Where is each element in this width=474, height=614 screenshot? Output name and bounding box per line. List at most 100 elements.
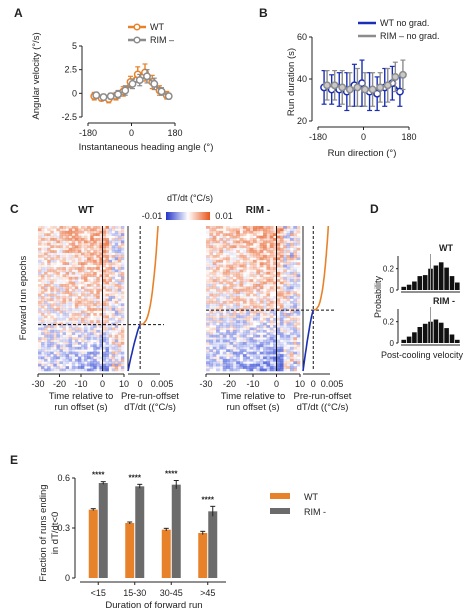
heat-cell	[256, 320, 261, 323]
heat-cell	[219, 325, 224, 328]
heat-cell	[87, 264, 91, 268]
heat-cell	[209, 315, 214, 319]
y-tick-label: 0.3	[57, 523, 70, 533]
heat-cell	[286, 269, 291, 273]
heat-cell	[62, 308, 66, 311]
heat-cell	[65, 358, 70, 362]
heat-cell	[279, 226, 284, 229]
heat-cell	[219, 257, 224, 261]
heat-cell	[256, 247, 261, 251]
heat-cell	[249, 346, 254, 350]
heat-cell	[276, 274, 281, 278]
heat-cell	[232, 279, 237, 282]
heat-cell	[226, 347, 230, 350]
heat-cell	[68, 310, 73, 314]
heat-cell	[117, 235, 122, 239]
heat-cell	[222, 242, 227, 246]
heat-cell	[266, 349, 271, 352]
heat-cell	[206, 226, 210, 229]
heat-cell	[273, 351, 277, 355]
heat-cell	[56, 329, 60, 333]
heat-cell	[239, 361, 244, 365]
heat-cell	[75, 335, 78, 338]
heat-cell	[99, 252, 103, 256]
heat-cell	[266, 305, 271, 309]
heat-cell	[246, 342, 250, 345]
heat-cell	[106, 296, 109, 299]
heat-cell	[279, 356, 284, 360]
heat-cell	[219, 233, 224, 236]
heat-cell	[286, 315, 291, 319]
heat-cell	[226, 226, 230, 229]
heat-cell	[263, 257, 267, 261]
heat-cell	[111, 349, 116, 352]
heat-cell	[99, 226, 103, 229]
heat-cell	[286, 363, 291, 367]
heat-cell	[71, 351, 76, 355]
heat-cell	[246, 334, 250, 338]
heat-cell	[41, 354, 45, 357]
heat-cell	[296, 242, 301, 246]
hist-bar	[433, 265, 439, 290]
heat-cell	[71, 293, 76, 297]
heat-cell	[41, 269, 45, 273]
heat-cell	[38, 284, 42, 287]
heat-cell	[117, 274, 122, 278]
heat-cell	[222, 293, 227, 297]
heat-cell	[216, 332, 220, 336]
heat-cell	[53, 329, 57, 333]
heat-cell	[38, 291, 42, 294]
heat-cell	[74, 354, 79, 357]
heat-cell	[263, 269, 267, 273]
heat-cell	[259, 235, 264, 239]
heat-cell	[297, 325, 301, 328]
heat-cell	[93, 233, 97, 236]
heat-cell	[209, 354, 214, 357]
heat-cell	[212, 286, 217, 290]
heat-cell	[50, 315, 54, 319]
heat-cell	[53, 271, 57, 275]
heat-cell	[286, 293, 291, 297]
heat-cell	[117, 293, 122, 297]
heat-cell	[226, 357, 230, 360]
group-title-wt: WT	[78, 205, 94, 216]
heat-cell	[77, 267, 82, 270]
heat-cell	[240, 260, 244, 263]
heat-cell	[279, 325, 284, 328]
heat-cell	[56, 346, 60, 350]
heat-cell	[65, 300, 70, 304]
heat-cell	[117, 363, 122, 367]
heat-cell	[47, 238, 51, 241]
heat-cell	[209, 230, 214, 234]
heat-cell	[206, 247, 210, 251]
heat-cell	[276, 250, 281, 253]
heat-cell	[60, 364, 63, 367]
heat-cell	[279, 361, 284, 365]
heat-cell	[59, 264, 63, 268]
heat-cell	[242, 247, 247, 251]
heat-cell	[53, 267, 57, 270]
heat-cell	[250, 335, 254, 338]
heat-cell	[38, 300, 42, 304]
heat-cell	[279, 320, 284, 323]
heat-cell	[212, 279, 217, 282]
heat-cell	[212, 288, 217, 292]
heat-cell	[283, 327, 287, 331]
heat-cell	[65, 368, 70, 372]
heat-cell	[87, 327, 91, 331]
heat-cell	[259, 337, 264, 340]
heat-cell	[226, 228, 230, 232]
heat-cell	[117, 288, 122, 292]
heat-cell	[114, 264, 119, 268]
heat-cell	[87, 359, 90, 362]
heat-cell	[117, 366, 122, 369]
heat-cell	[53, 368, 57, 372]
heat-cell	[84, 308, 87, 311]
heat-cell	[93, 368, 97, 372]
heat-cell	[296, 346, 301, 350]
heat-cell	[212, 284, 217, 287]
heat-cell	[232, 255, 237, 258]
heat-cell	[283, 226, 287, 229]
heat-cell	[38, 255, 42, 258]
heat-cell	[99, 366, 103, 369]
